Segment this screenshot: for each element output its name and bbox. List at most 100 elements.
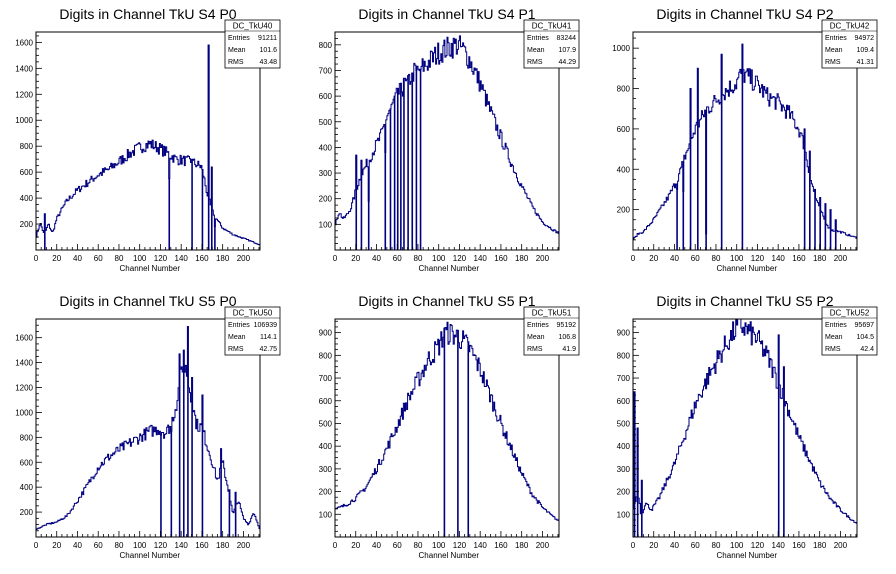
stats-value: 95192 [557, 322, 577, 329]
stats-value: 95697 [855, 322, 875, 329]
x-axis-label: Channel Number [120, 264, 181, 273]
stats-frame [821, 306, 878, 356]
y-tick-label: 600 [617, 397, 631, 406]
stats-frame [523, 306, 580, 356]
x-tick-label: 60 [94, 254, 103, 263]
stats-value: 94972 [855, 35, 875, 42]
y-tick-label: 1400 [15, 359, 33, 368]
stats-value: 106.8 [558, 334, 576, 341]
stats-value: 42.75 [259, 346, 277, 353]
y-tick-label: 1000 [15, 116, 33, 125]
y-tick-label: 800 [319, 41, 333, 50]
chart-title: Digits in Channel TkU S4 P0 [59, 6, 236, 22]
y-tick-label: 200 [617, 206, 631, 215]
stats-frame [821, 19, 878, 69]
x-tick-label: 80 [115, 541, 124, 550]
x-tick-label: 180 [515, 541, 529, 550]
y-tick-label: 400 [617, 165, 631, 174]
y-tick-label: 300 [319, 169, 333, 178]
x-tick-label: 160 [792, 254, 806, 263]
stats-name: DC_TkU50 [233, 309, 273, 318]
x-tick-label: 200 [834, 254, 848, 263]
x-tick-label: 0 [333, 541, 338, 550]
y-tick-label: 1600 [15, 334, 33, 343]
y-tick-label: 400 [319, 442, 333, 451]
chart-title: Digits in Channel TkU S4 P2 [656, 6, 833, 22]
plot-frame [334, 318, 560, 538]
stats-label: Mean [527, 334, 545, 341]
stats-value: 109.4 [856, 47, 874, 54]
y-tick-label: 600 [319, 92, 333, 101]
x-tick-label: 0 [631, 541, 636, 550]
x-tick-label: 200 [237, 254, 251, 263]
stats-name: DC_TkU52 [830, 309, 870, 318]
y-tick-label: 800 [617, 351, 631, 360]
stats-name: DC_TkU51 [532, 309, 572, 318]
x-axis-label: Channel Number [419, 264, 480, 273]
x-tick-label: 140 [772, 254, 786, 263]
x-tick-label: 20 [351, 541, 360, 550]
x-tick-label: 160 [195, 254, 209, 263]
x-tick-label: 80 [712, 541, 721, 550]
x-tick-label: 40 [670, 254, 679, 263]
stats-box: DC_TkU50 Entries 106939 Mean 114.1 RMS 42.75 [224, 306, 281, 356]
stats-box: DC_TkU41 Entries 83244 Mean 107.9 RMS 44.29 [523, 19, 580, 69]
x-tick-label: 20 [649, 541, 658, 550]
stats-label: Entries [825, 322, 847, 329]
chart-title: Digits in Channel TkU S5 P0 [59, 293, 236, 309]
stats-value: 91211 [258, 35, 277, 42]
stats-box: DC_TkU51 Entries 95192 Mean 106.8 RMS 41.9 [523, 306, 580, 356]
y-tick-label: 100 [319, 510, 333, 519]
x-tick-label: 120 [154, 541, 168, 550]
stats-name: DC_TkU40 [233, 22, 273, 31]
histogram-panel: Digits in Channel TkU S4 P1 0 20 40 60 80 100 1… [319, 6, 580, 273]
y-tick-label: 400 [319, 143, 333, 152]
x-tick-label: 100 [432, 254, 446, 263]
histogram-panel: Digits in Channel TkU S5 P2 0 20 40 60 80 100 1… [617, 293, 878, 560]
y-tick-label: 300 [617, 465, 631, 474]
chart-title: Digits in Channel TkU S5 P1 [358, 293, 535, 309]
y-tick-label: 600 [319, 397, 333, 406]
stats-value: 106939 [254, 322, 277, 329]
chart-title: Digits in Channel TkU S5 P2 [656, 293, 833, 309]
y-tick-label: 1200 [15, 384, 33, 393]
plot-frame [632, 318, 858, 538]
stats-box: DC_TkU52 Entries 95697 Mean 104.5 RMS 42.4 [821, 306, 878, 356]
x-tick-label: 160 [792, 541, 806, 550]
stats-label: Mean [228, 47, 246, 54]
y-tick-label: 200 [617, 488, 631, 497]
y-tick-label: 700 [319, 66, 333, 75]
x-tick-label: 120 [453, 254, 467, 263]
stats-frame [224, 19, 281, 69]
x-tick-label: 100 [730, 254, 744, 263]
x-axis-label: Channel Number [717, 551, 778, 560]
stats-value: 107.9 [558, 47, 576, 54]
y-tick-label: 1200 [15, 90, 33, 99]
stats-label: RMS [825, 59, 841, 66]
stats-name: DC_TkU42 [830, 22, 870, 31]
stats-value: 101.6 [259, 47, 277, 54]
histogram-line [36, 44, 260, 246]
x-tick-label: 60 [691, 541, 700, 550]
x-tick-label: 20 [649, 254, 658, 263]
x-tick-label: 140 [175, 254, 189, 263]
y-tick-label: 900 [319, 329, 333, 338]
x-tick-label: 40 [670, 541, 679, 550]
x-tick-label: 120 [453, 541, 467, 550]
y-tick-label: 1000 [15, 408, 33, 417]
x-tick-label: 140 [474, 541, 488, 550]
stats-label: Entries [527, 35, 549, 42]
stats-value: 43.48 [259, 59, 277, 66]
y-tick-label: 100 [617, 510, 631, 519]
y-tick-label: 700 [319, 374, 333, 383]
stats-value: 83244 [557, 35, 577, 42]
x-tick-label: 180 [216, 541, 230, 550]
x-tick-label: 100 [133, 254, 147, 263]
y-tick-label: 800 [319, 351, 333, 360]
y-tick-label: 800 [20, 142, 34, 151]
x-tick-label: 60 [393, 541, 402, 550]
y-tick-label: 400 [617, 442, 631, 451]
y-tick-label: 400 [20, 194, 34, 203]
x-tick-label: 0 [333, 254, 338, 263]
x-tick-label: 120 [751, 254, 765, 263]
